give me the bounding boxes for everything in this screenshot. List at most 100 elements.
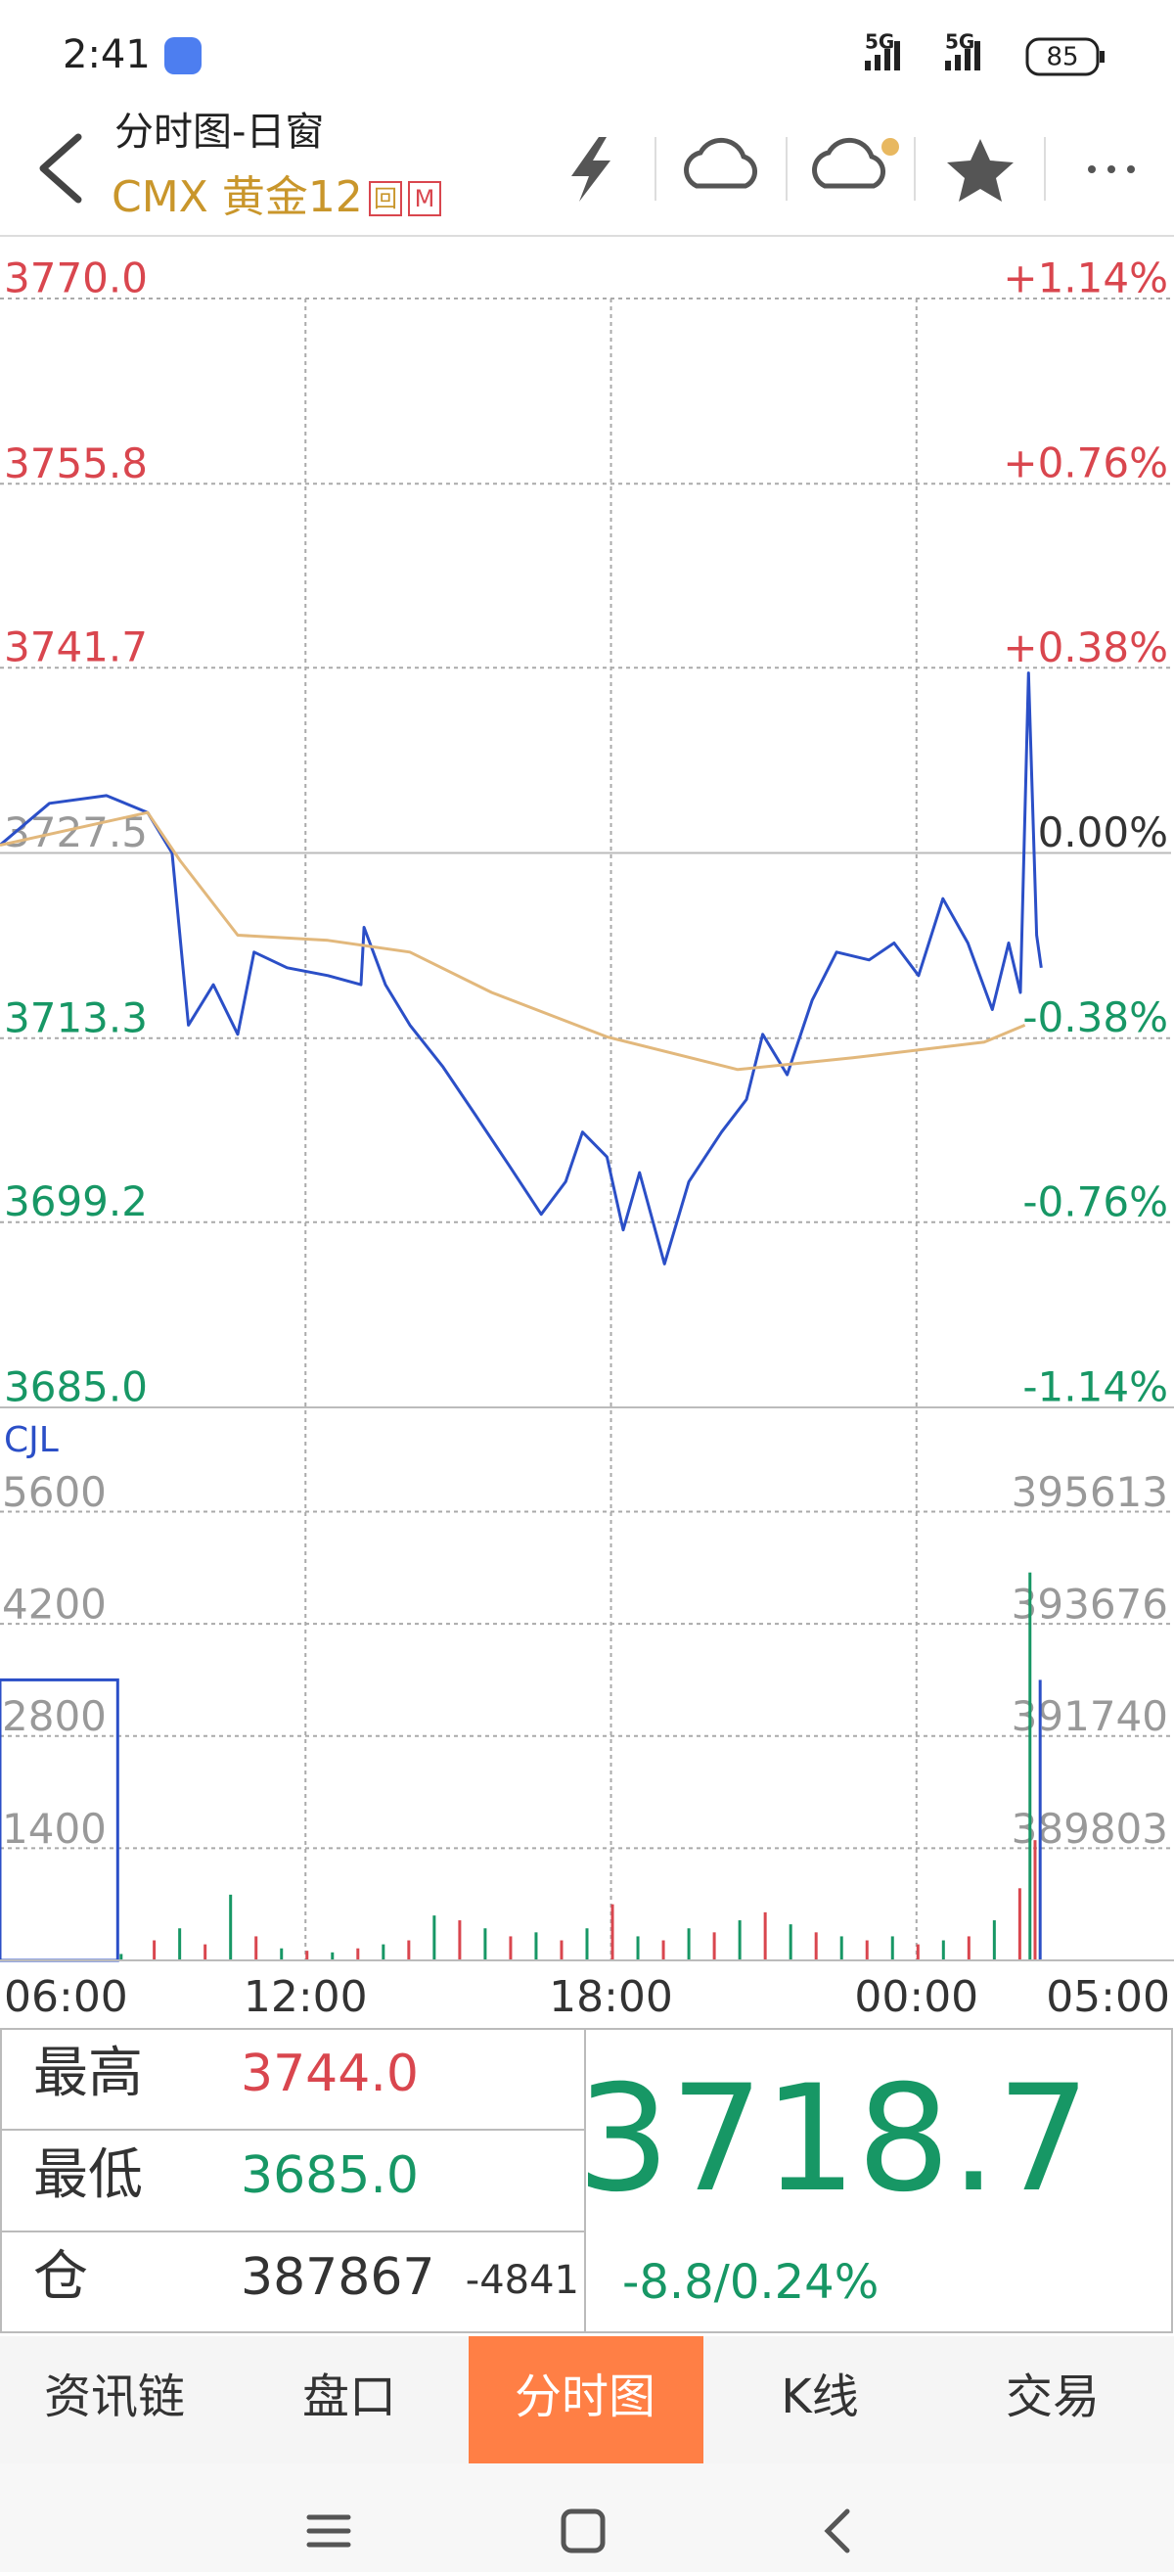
y-tick-label: 3755.8 bbox=[4, 439, 148, 487]
volume-bar bbox=[814, 1932, 818, 1960]
volume-bar bbox=[458, 1920, 462, 1960]
x-tick-label: 00:00 bbox=[854, 1972, 978, 2022]
y2-tick-label: +1.14% bbox=[1003, 254, 1168, 302]
y-tick-label: 1400 bbox=[2, 1805, 107, 1853]
volume-bar bbox=[585, 1928, 589, 1960]
y2-tick-label: 393676 bbox=[1012, 1581, 1168, 1629]
quote-label: 最低 bbox=[33, 2143, 143, 2207]
volume-bar bbox=[280, 1948, 284, 1960]
volume-bar bbox=[992, 1920, 996, 1960]
volume-bar bbox=[865, 1940, 869, 1960]
volume-bar bbox=[254, 1936, 258, 1960]
y2-tick-label: +0.38% bbox=[1003, 623, 1168, 671]
price-change: -8.8/0.24% bbox=[622, 2255, 879, 2310]
header-subtitle: CMX 黄金12 bbox=[112, 172, 363, 222]
quote-label: 仓 bbox=[33, 2245, 88, 2309]
volume-bar bbox=[305, 1951, 309, 1960]
volume-bar bbox=[636, 1936, 640, 1960]
y2-tick-label: -1.14% bbox=[1022, 1363, 1168, 1411]
back-button[interactable] bbox=[39, 133, 82, 204]
volume-bar bbox=[229, 1894, 233, 1960]
battery-level: 85 bbox=[1046, 43, 1078, 72]
cloud-icon[interactable] bbox=[812, 137, 885, 189]
y2-tick-label: -0.38% bbox=[1022, 993, 1168, 1041]
more-icon[interactable] bbox=[1088, 165, 1135, 173]
y-tick-label: 3713.3 bbox=[4, 993, 148, 1041]
x-tick-label: 05:00 bbox=[1046, 1972, 1170, 2022]
battery-tip bbox=[1100, 51, 1105, 63]
volume-bar bbox=[1017, 1888, 1021, 1960]
badge-box bbox=[369, 181, 402, 216]
charts: 3770.0 3755.8 3741.7 3727.5 3713.3 3699.2 3685… bbox=[0, 254, 1171, 2022]
volume-bar bbox=[890, 1936, 894, 1960]
price-line bbox=[0, 810, 1026, 1072]
y-tick-label: 3727.5 bbox=[4, 808, 148, 856]
y-tick-label: 3699.2 bbox=[4, 1177, 148, 1225]
badge: 回 bbox=[374, 185, 397, 212]
signal-bars bbox=[865, 41, 980, 70]
volume-bar bbox=[382, 1944, 385, 1960]
volume-bar bbox=[738, 1920, 742, 1960]
header-title: 分时图-日窗 bbox=[114, 110, 324, 155]
volume-bar bbox=[916, 1944, 920, 1960]
price-line bbox=[0, 671, 1043, 1265]
quote-label: 最高 bbox=[33, 2042, 143, 2105]
quote-low: 3685.0 bbox=[241, 2146, 419, 2205]
status-time: 2:41 bbox=[63, 32, 151, 77]
volume-bar bbox=[661, 1940, 665, 1960]
favorite-icon[interactable] bbox=[947, 139, 1014, 202]
tab[interactable]: 分时图 bbox=[515, 2369, 655, 2424]
y2-tick-label: 0.00% bbox=[1038, 808, 1168, 856]
tabs: 资讯链 盘口 分时图 K线 交易 bbox=[44, 2369, 1100, 2424]
y-tick-label: 5600 bbox=[2, 1468, 107, 1516]
signal-label: 5G bbox=[945, 30, 974, 54]
volume-bar bbox=[331, 1952, 335, 1960]
flash-icon[interactable] bbox=[571, 137, 610, 202]
volume-bar bbox=[967, 1936, 971, 1960]
volume-bar bbox=[712, 1932, 716, 1960]
cloud-icon[interactable] bbox=[684, 137, 757, 189]
tab[interactable]: K线 bbox=[781, 2369, 858, 2424]
y2-tick-label: 391740 bbox=[1012, 1692, 1168, 1740]
quote-table bbox=[0, 2028, 1173, 2333]
battery-outline bbox=[1025, 37, 1100, 76]
volume-bar bbox=[356, 1948, 360, 1960]
y-tick-label: 3741.7 bbox=[4, 623, 148, 671]
volume-bar bbox=[560, 1940, 564, 1960]
pane-title: CJL bbox=[4, 1420, 59, 1460]
y-tick-label: 3685.0 bbox=[4, 1363, 148, 1411]
tab[interactable]: 盘口 bbox=[302, 2369, 396, 2424]
x-tick-label: 06:00 bbox=[4, 1972, 128, 2022]
badge-box bbox=[408, 181, 441, 216]
volume-bar bbox=[153, 1940, 157, 1960]
badge: M bbox=[415, 185, 435, 212]
volume-bar bbox=[687, 1928, 691, 1960]
y-tick-label: 2800 bbox=[2, 1692, 107, 1740]
volume-bar bbox=[763, 1911, 767, 1960]
y2-tick-label: 389803 bbox=[1012, 1805, 1168, 1853]
volume-bar bbox=[610, 1904, 614, 1960]
quote-high: 3744.0 bbox=[241, 2045, 419, 2103]
x-tick-label: 12:00 bbox=[244, 1972, 368, 2022]
volume-bar bbox=[203, 1944, 207, 1960]
volume-bar bbox=[839, 1936, 843, 1960]
quote-oi: 387867 bbox=[241, 2248, 435, 2307]
tab[interactable]: 交易 bbox=[1006, 2369, 1100, 2424]
volume-bar bbox=[119, 1954, 123, 1960]
volume-bar bbox=[178, 1928, 182, 1960]
tab-active-bg bbox=[469, 2336, 703, 2463]
quote-oi-change: -4841 bbox=[466, 2258, 579, 2303]
volume-bar bbox=[407, 1940, 411, 1960]
tab[interactable]: 资讯链 bbox=[44, 2369, 185, 2424]
last-price: 3718.7 bbox=[577, 2054, 1091, 2225]
y2-tick-label: 395613 bbox=[1012, 1468, 1168, 1516]
nav-icons[interactable] bbox=[306, 2508, 850, 2553]
app-icon bbox=[164, 37, 202, 74]
y2-tick-label: +0.76% bbox=[1003, 438, 1168, 486]
y2-tick-label: -0.76% bbox=[1022, 1178, 1168, 1226]
volume-bar bbox=[1038, 1679, 1042, 1960]
volume-bar bbox=[432, 1915, 436, 1960]
